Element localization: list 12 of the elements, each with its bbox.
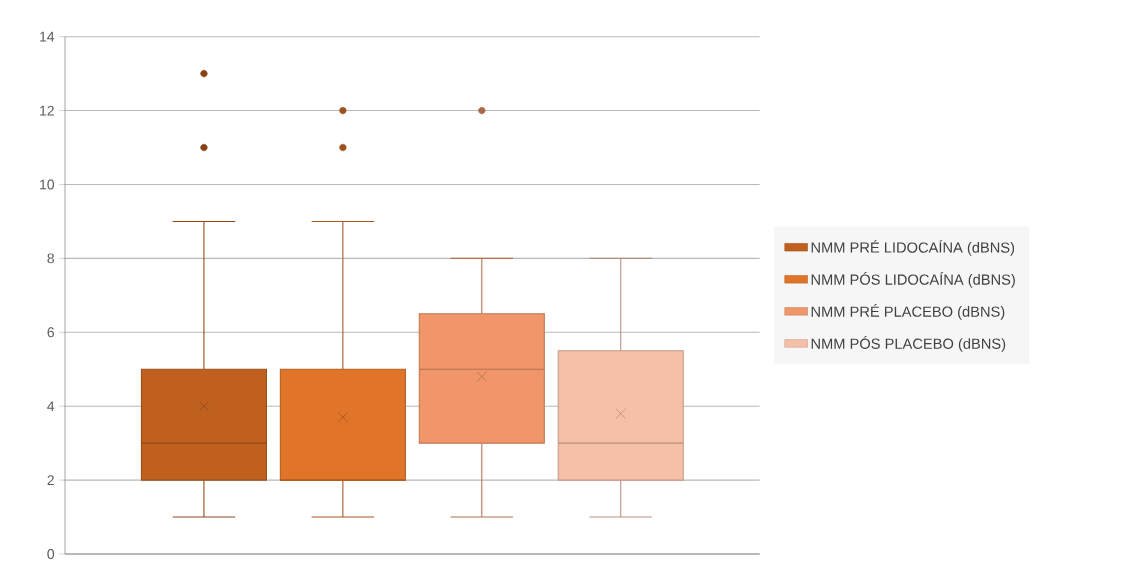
y-tick-label: 4 <box>47 401 55 411</box>
y-tick-label: 0 <box>47 549 55 559</box>
y-tick-label: 10 <box>40 179 55 190</box>
y-tick-label: 2 <box>47 475 54 485</box>
legend-label: NMM PÓS LIDOCAÍNA (dBNS) <box>811 271 1015 288</box>
y-tick-label: 14 <box>40 31 55 42</box>
legend-label: NMM PRÉ PLACEBO (dBNS) <box>811 304 1005 320</box>
legend-label: NMM PÓS PLACEBO (dBNS) <box>811 336 1006 352</box>
legend-label: NMM PRÉ LIDOCAÍNA (dBNS) <box>811 239 1015 256</box>
y-tick-label: 6 <box>47 327 54 338</box>
y-tick-label: 8 <box>47 253 54 264</box>
y-tick-label: 12 <box>40 105 54 116</box>
